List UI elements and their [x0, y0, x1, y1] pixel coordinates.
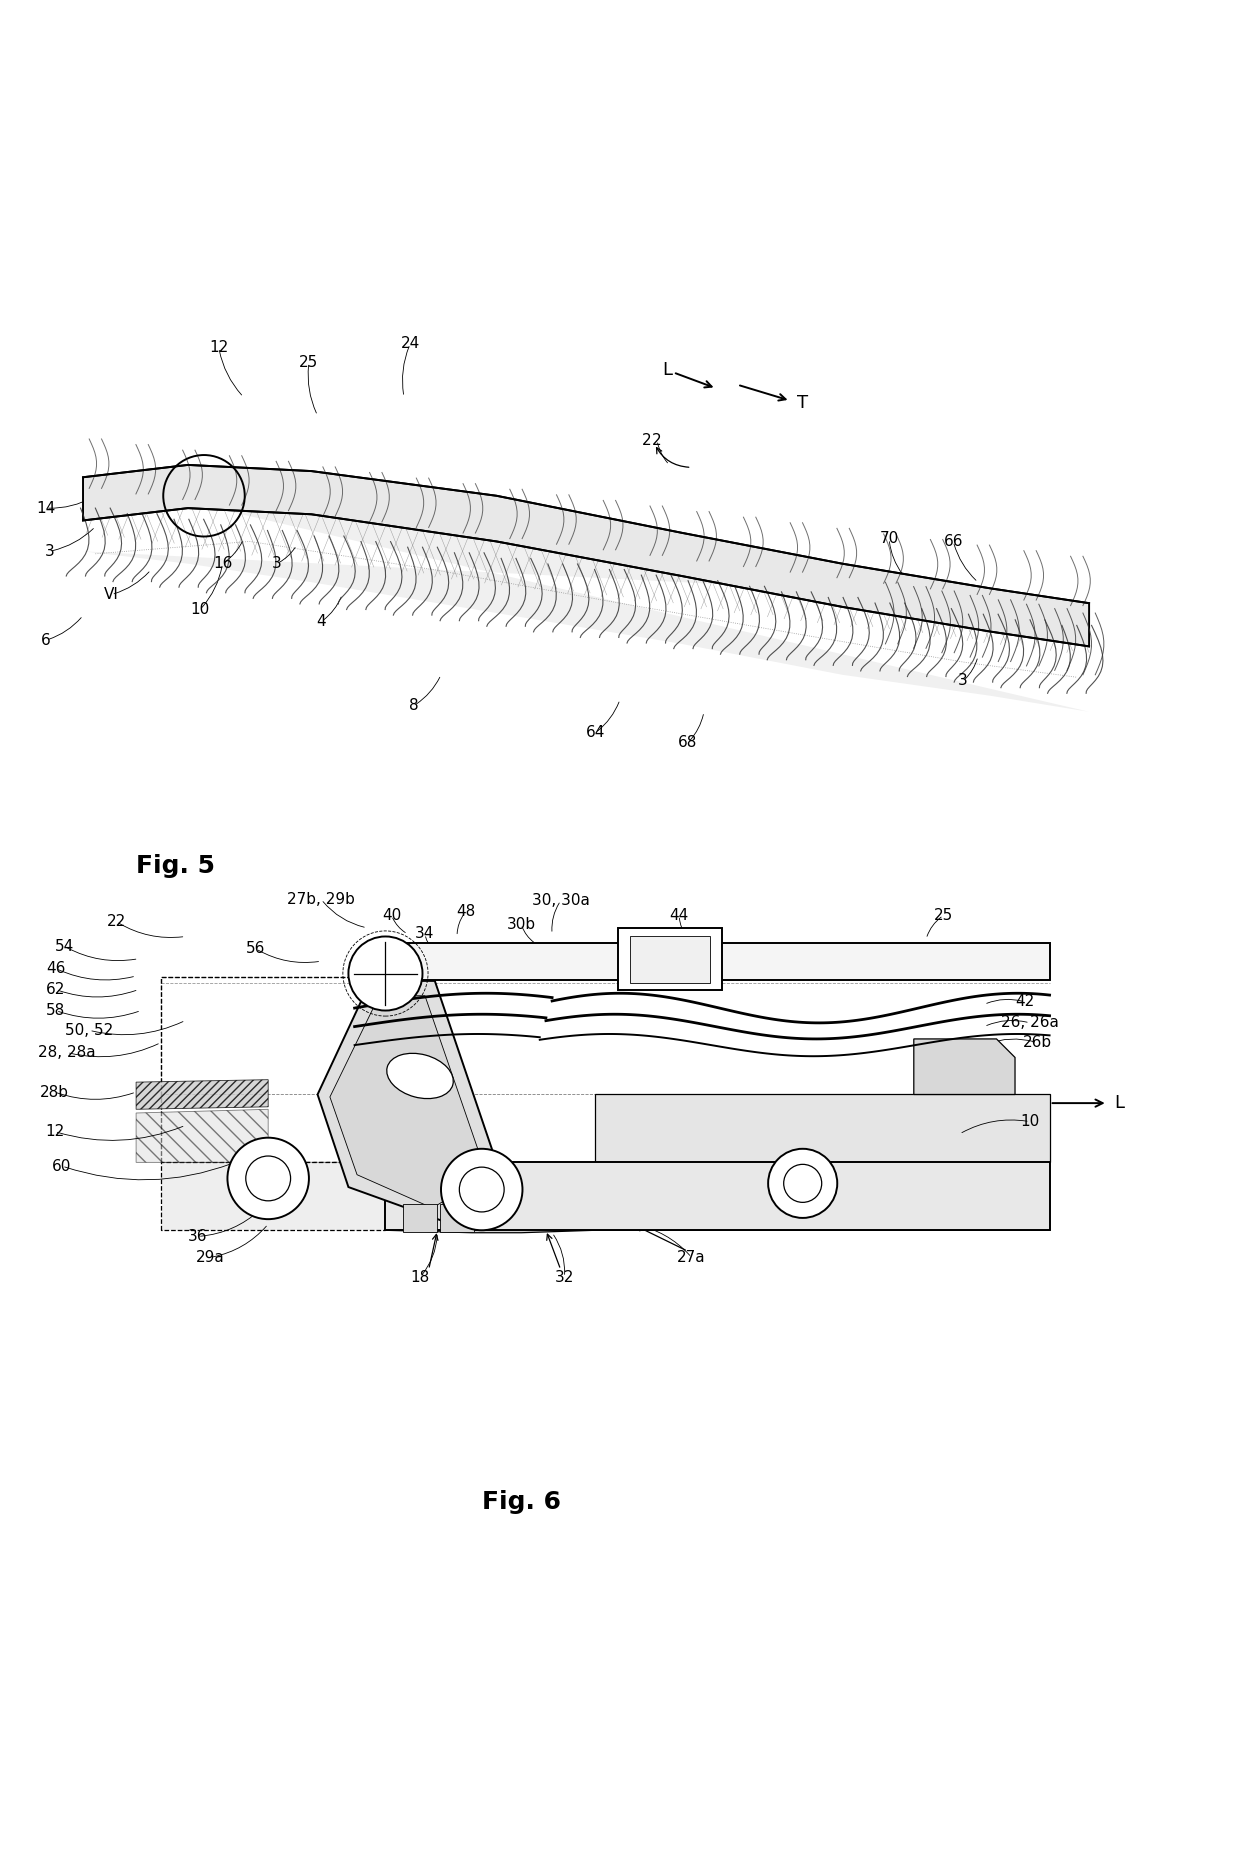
- Text: 12: 12: [45, 1125, 64, 1139]
- Text: 68: 68: [678, 736, 698, 751]
- Polygon shape: [83, 465, 1089, 712]
- Polygon shape: [317, 981, 502, 1220]
- Text: 26, 26a: 26, 26a: [1001, 1016, 1059, 1031]
- Text: 46: 46: [46, 960, 66, 977]
- Text: 29a: 29a: [196, 1250, 224, 1265]
- Text: L: L: [662, 361, 672, 379]
- FancyBboxPatch shape: [630, 936, 711, 983]
- Polygon shape: [595, 1095, 1049, 1162]
- Text: 34: 34: [415, 927, 435, 941]
- Text: VI: VI: [104, 587, 119, 601]
- Text: 22: 22: [107, 913, 126, 928]
- Text: L: L: [1114, 1095, 1123, 1111]
- Text: 6: 6: [41, 633, 51, 648]
- Text: 4: 4: [316, 615, 326, 630]
- Text: 58: 58: [46, 1003, 66, 1018]
- Text: 44: 44: [670, 908, 689, 923]
- Text: 62: 62: [46, 983, 66, 998]
- Text: 54: 54: [55, 940, 74, 955]
- Text: 64: 64: [585, 725, 605, 740]
- Text: 14: 14: [36, 501, 56, 516]
- Text: 32: 32: [554, 1270, 574, 1285]
- Text: 70: 70: [879, 532, 899, 547]
- Polygon shape: [330, 996, 486, 1209]
- Text: 25: 25: [299, 355, 319, 370]
- Text: 16: 16: [213, 557, 232, 572]
- Polygon shape: [136, 1080, 268, 1110]
- Text: 10: 10: [191, 601, 210, 616]
- Text: T: T: [797, 394, 808, 413]
- FancyBboxPatch shape: [618, 928, 723, 990]
- Polygon shape: [386, 1162, 1049, 1233]
- Text: 18: 18: [410, 1270, 429, 1285]
- FancyBboxPatch shape: [386, 943, 1049, 979]
- Polygon shape: [914, 1039, 1016, 1095]
- Ellipse shape: [387, 1054, 454, 1098]
- Circle shape: [348, 936, 423, 1011]
- Text: 42: 42: [1016, 994, 1034, 1009]
- Text: Fig. 6: Fig. 6: [482, 1491, 560, 1513]
- Circle shape: [441, 1149, 522, 1231]
- Text: 2: 2: [642, 433, 652, 448]
- FancyBboxPatch shape: [440, 1205, 475, 1231]
- Text: Fig. 5: Fig. 5: [136, 854, 215, 878]
- Circle shape: [227, 1138, 309, 1220]
- FancyBboxPatch shape: [403, 1205, 438, 1231]
- Text: 60: 60: [52, 1158, 72, 1173]
- Text: 2: 2: [652, 433, 662, 448]
- Text: 25: 25: [934, 908, 954, 923]
- Text: 8: 8: [409, 699, 419, 714]
- Text: 3: 3: [959, 674, 968, 689]
- Polygon shape: [136, 1110, 268, 1162]
- Text: 48: 48: [456, 904, 475, 919]
- Text: 66: 66: [944, 534, 963, 549]
- Text: 27b, 29b: 27b, 29b: [288, 891, 355, 908]
- Text: 40: 40: [382, 908, 402, 923]
- Text: 24: 24: [401, 336, 420, 351]
- Text: 36: 36: [188, 1229, 207, 1244]
- Text: 56: 56: [247, 941, 265, 956]
- Circle shape: [768, 1149, 837, 1218]
- Text: 26b: 26b: [1023, 1035, 1052, 1050]
- Text: 28, 28a: 28, 28a: [38, 1044, 95, 1059]
- Text: 12: 12: [210, 340, 228, 355]
- Text: 30b: 30b: [507, 917, 536, 932]
- Polygon shape: [83, 465, 1089, 646]
- FancyBboxPatch shape: [386, 1162, 1049, 1231]
- Text: 30, 30a: 30, 30a: [532, 893, 590, 908]
- Text: 50, 52: 50, 52: [64, 1024, 113, 1039]
- Text: 3: 3: [45, 544, 55, 559]
- Text: 3: 3: [272, 557, 281, 572]
- Text: 27a: 27a: [677, 1250, 706, 1265]
- Text: 10: 10: [1021, 1113, 1039, 1128]
- Text: 28b: 28b: [40, 1085, 69, 1100]
- Polygon shape: [161, 1162, 386, 1231]
